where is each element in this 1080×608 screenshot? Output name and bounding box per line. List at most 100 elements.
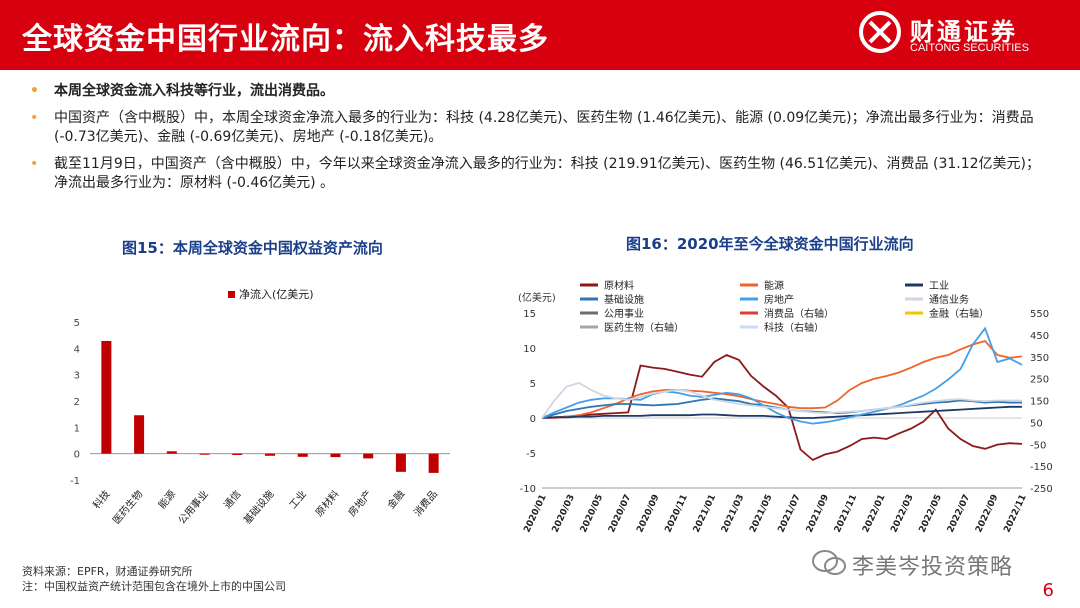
series-line [541,382,1022,419]
x-tick-label: 2021/09 [805,493,831,534]
logo-name: 财通证券 [910,18,1018,46]
y-tick-label-left: 5 [530,379,536,390]
x-tick-label: 2020/05 [579,493,605,534]
x-tick-label: 2020/11 [664,493,690,534]
y-tick-label-left: -5 [526,449,536,460]
x-tick-label: 2021/07 [776,493,802,534]
y-tick-label-right: -250 [1030,484,1053,495]
bullet-item: • 本周全球资金流入科技等行业，流出消费品。 [30,82,1050,101]
chart2-title: 图16：2020年至今全球资金中国行业流向 [626,235,914,253]
y-tick-label: 3 [74,371,80,382]
series-line [542,339,1023,419]
y-tick-label-right: 250 [1030,375,1049,386]
x-tick-label: 原材料 [313,488,342,519]
x-tick-label: 消费品 [411,488,440,519]
bullet-dot-icon: • [30,110,39,126]
bar [265,453,275,456]
page-number: 6 [1042,580,1054,601]
x-tick-label: 医药生物 [110,488,146,527]
x-tick-label: 2022/11 [1002,493,1028,534]
y-tick-label-right: 150 [1030,397,1049,408]
logo-subtitle: CAITONG SECURITIES [910,42,1029,54]
bullet-text: 截至11月9日，中国资产（含中概股）中，今年以来全球资金净流入最多的行业为：科技… [54,156,1040,191]
legend-label: 医药生物（右轴） [604,321,684,334]
x-tick-label: 科技 [90,488,113,512]
x-tick-label: 公用事业 [175,488,211,527]
bar [330,453,341,458]
legend-label: 净流入(亿美元) [239,287,314,301]
series-line [541,354,1023,462]
x-tick-label: 基础设施 [241,488,277,527]
y-axis-label: (亿美元) [518,291,556,304]
bar [101,340,112,454]
legend-label: 通信业务 [929,293,969,306]
source-note: 资料来源：EPFR，财通证券研究所 [22,565,193,578]
x-tick-label: 2021/11 [833,493,859,534]
bar [166,451,177,454]
x-tick-label: 2020/07 [607,493,633,534]
y-tick-label: 4 [74,344,80,355]
footnote: 注：中国权益资产统计范围包含在境外上市的中国公司 [22,580,286,593]
y-tick-label-right: 450 [1030,331,1049,342]
legend-label: 金融（右轴） [929,307,989,320]
y-tick-label-left: 0 [530,414,536,425]
page-title: 全球资金中国行业流向：流入科技最多 [22,22,549,57]
x-tick-label: 工业 [287,488,309,511]
x-tick-label: 房地产 [345,488,374,519]
x-tick-label: 2022/03 [889,493,915,534]
bullet-text: 中国资产（含中概股）中，本周全球资金净流入最多的行业为：科技 (4.28亿美元)… [54,110,1034,145]
legend-label: 工业 [929,280,949,292]
x-tick-label: 2021/03 [720,493,746,534]
watermark-text: 李美岑投资策略 [852,555,1014,580]
y-tick-label: 1 [74,423,80,434]
x-tick-label: 2022/07 [946,493,972,534]
chart1-title: 图15：本周全球资金中国权益资产流向 [122,239,383,257]
x-tick-label: 2022/05 [918,493,944,534]
bar [395,453,406,472]
y-tick-label: 0 [74,450,80,461]
bullet-dot-icon: • [30,156,39,172]
legend-label: 基础设施 [604,293,644,306]
y-tick-label-left: 15 [523,309,536,320]
bullet-text: 本周全球资金流入科技等行业，流出消费品。 [54,83,334,99]
bullet-item: • 截至11月9日，中国资产（含中概股）中，今年以来全球资金净流入最多的行业为：科… [30,155,1050,193]
y-tick-label: -1 [70,476,80,487]
bar [199,453,210,455]
legend-label: 公用事业 [604,307,644,320]
series-line [541,405,1022,419]
company-logo: 财通证券 CAITONG SECURITIES [858,10,1058,60]
x-tick-label: 金融 [384,488,407,512]
bar [428,453,439,473]
y-tick-label: 2 [74,397,80,408]
y-tick-label-left: -10 [520,484,536,495]
y-tick-label-right: 50 [1030,418,1043,429]
x-tick-label: 2020/09 [635,493,661,534]
legend-label: 能源 [764,279,784,292]
line-chart: (亿美元)151050-5-1055045035025015050-50-150… [518,279,1053,534]
x-tick-label: 通信 [222,488,244,511]
y-tick-label-right: 550 [1030,309,1049,320]
x-tick-label: 2022/01 [861,493,887,534]
x-tick-label: 2020/01 [522,493,548,534]
bar-chart: 净流入(亿美元) 5 4 3 2 1 0 -1 科技医药生物 能源公用事业 通信基础设施 工业 原材料房… [70,287,450,527]
caitong-logo-icon [859,11,901,53]
bullet-list: • 本周全球资金流入科技等行业，流出消费品。 • 中国资产（含中概股）中，本周全球资… [30,82,1050,201]
bar [232,453,243,455]
y-tick-label-right: 350 [1030,353,1049,364]
bar [363,453,374,459]
y-tick-label-right: -150 [1030,462,1053,473]
y-tick-label-right: -50 [1030,440,1046,451]
y-tick-label-left: 10 [523,344,536,355]
bullet-dot-icon: • [30,83,39,99]
y-tick-label: 5 [74,318,80,329]
legend-label: 原材料 [604,279,634,292]
legend-label: 消费品（右轴） [764,307,834,320]
legend-label: 科技（右轴） [764,321,824,334]
x-tick-label: 2020/03 [551,493,577,534]
bar [134,415,145,454]
page-header: 全球资金中国行业流向：流入科技最多 财通证券 CAITONG SECURITIE… [0,0,1080,70]
x-tick-label: 2022/09 [974,493,1000,534]
x-tick-label: 能源 [155,488,178,512]
wechat-icon [812,550,846,575]
bar [297,453,308,457]
